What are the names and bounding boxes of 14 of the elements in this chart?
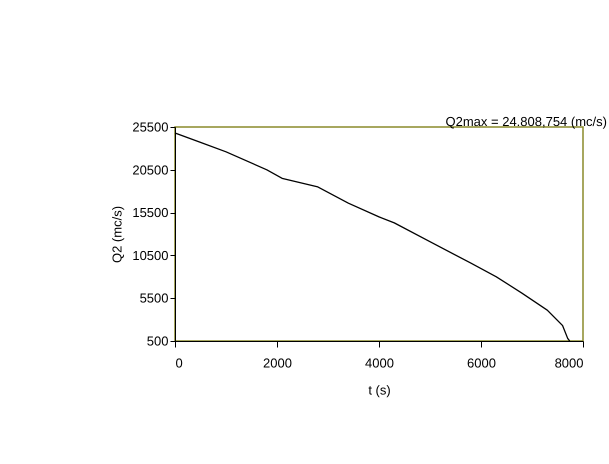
y-tick-label: 15500 (132, 205, 168, 220)
x-tick-label: 0 (176, 356, 183, 370)
y-axis-title: Q2 (mc/s) (109, 206, 124, 264)
y-tick-label: 5500 (140, 290, 168, 306)
x-tick-label: 8000 (554, 356, 584, 370)
y-tick-label: 10500 (132, 248, 168, 263)
x-tick-label: 4000 (365, 356, 394, 370)
x-tick-label: 6000 (467, 356, 496, 370)
y-tick-label: 25500 (132, 120, 168, 134)
x-tick-label: 2000 (263, 356, 292, 370)
y-tick-label: 500 (146, 334, 168, 348)
x-axis-title: t (s) (368, 382, 391, 398)
annotation: Q2max = 24.808,754 (mc/s) (446, 114, 607, 129)
y-tick-label: 20500 (132, 162, 168, 178)
